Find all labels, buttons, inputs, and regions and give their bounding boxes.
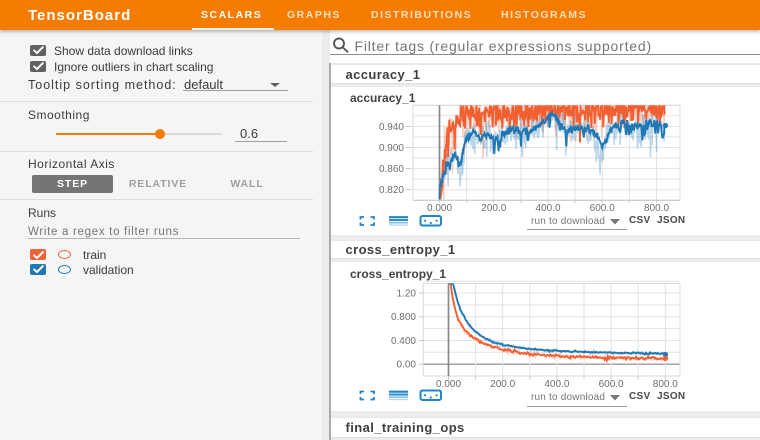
svg-text:800.0: 800.0 [653,379,678,390]
svg-text:1.20: 1.20 [397,288,417,299]
svg-text:0.860: 0.860 [379,164,404,175]
svg-text:600.0: 600.0 [590,203,615,214]
svg-text:0.000: 0.000 [427,203,452,214]
svg-text:600.0: 600.0 [599,379,624,390]
svg-text:0.800: 0.800 [391,312,416,323]
svg-text:200.0: 200.0 [481,203,506,214]
svg-text:0.940: 0.940 [379,122,404,133]
svg-text:0.400: 0.400 [391,336,416,347]
svg-text:400.0: 400.0 [535,203,560,214]
svg-text:0.900: 0.900 [379,143,404,154]
svg-text:800.0: 800.0 [644,203,669,214]
svg-text:400.0: 400.0 [544,379,569,390]
svg-text:200.0: 200.0 [490,379,515,390]
svg-text:0.000: 0.000 [436,379,461,390]
svg-text:0.00: 0.00 [397,360,417,371]
svg-text:0.820: 0.820 [379,185,404,196]
